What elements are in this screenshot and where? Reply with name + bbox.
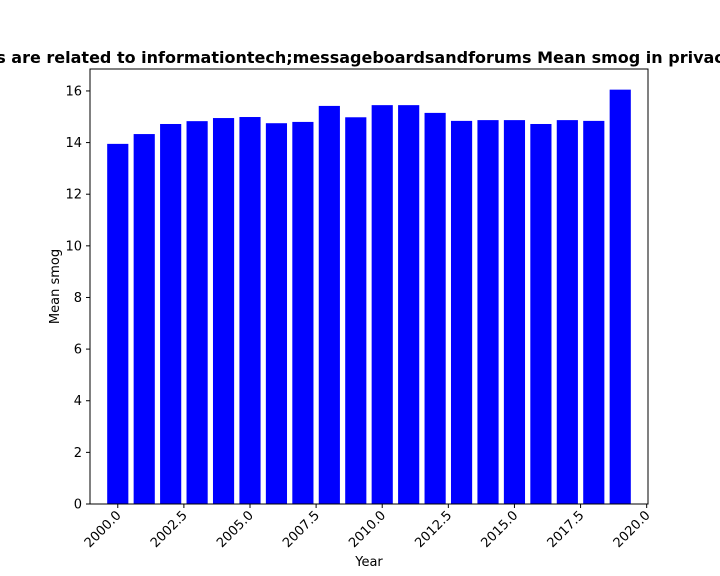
bar-2006 — [265, 123, 288, 505]
x-tick-label: 2010.0 — [346, 508, 389, 551]
bar-2015 — [503, 120, 526, 505]
chart-title: s are related to informationtech;message… — [0, 48, 720, 67]
bar-2016 — [530, 123, 552, 505]
y-tick-label: 2 — [74, 446, 82, 461]
bars — [107, 89, 631, 505]
bar-2002 — [160, 123, 182, 505]
y-tick-label: 6 — [74, 343, 82, 358]
bar-2014 — [477, 120, 499, 505]
bar-2009 — [345, 117, 367, 504]
y-axis-label: Mean smog — [48, 249, 63, 324]
bar-2007 — [292, 121, 314, 505]
x-tick-label: 2005.0 — [214, 508, 257, 551]
bar-2001 — [133, 134, 155, 504]
bar-2000 — [107, 143, 129, 504]
y-tick-label: 8 — [74, 291, 82, 306]
x-tick-label: 2017.5 — [545, 508, 588, 551]
y-tick-label: 12 — [65, 188, 82, 203]
x-tick-label: 2015.0 — [478, 508, 521, 551]
x-tick-label: 2020.0 — [611, 508, 654, 551]
bar-2012 — [424, 112, 446, 504]
bar-2018 — [583, 120, 605, 504]
x-tick-label: 2002.5 — [148, 508, 191, 551]
y-tick-label: 4 — [74, 394, 82, 409]
y-axis: 0 2 4 6 8 10 12 14 16 — [65, 84, 90, 513]
bar-2008 — [318, 105, 340, 505]
bar-2010 — [371, 105, 393, 504]
bar-2005 — [239, 117, 261, 505]
bar-2019 — [609, 89, 631, 505]
x-tick-label: 2007.5 — [280, 508, 323, 551]
bar-2013 — [450, 120, 473, 504]
x-tick-label: 2000.0 — [82, 508, 125, 551]
y-tick-label: 14 — [65, 136, 82, 151]
y-tick-label: 16 — [65, 84, 82, 99]
bar-2004 — [212, 118, 235, 505]
x-tick-label: 2012.5 — [412, 508, 455, 551]
bar-2003 — [186, 121, 208, 505]
x-axis-label: Year — [354, 555, 383, 570]
y-tick-label: 10 — [65, 239, 82, 254]
plot-frame — [89, 68, 649, 505]
bar-2011 — [398, 105, 420, 504]
bar-2017 — [556, 120, 578, 505]
y-tick-label: 0 — [74, 498, 82, 513]
x-axis: 2000.0 2002.5 2005.0 2007.5 2010.0 2012.5 2015… — [82, 504, 654, 551]
